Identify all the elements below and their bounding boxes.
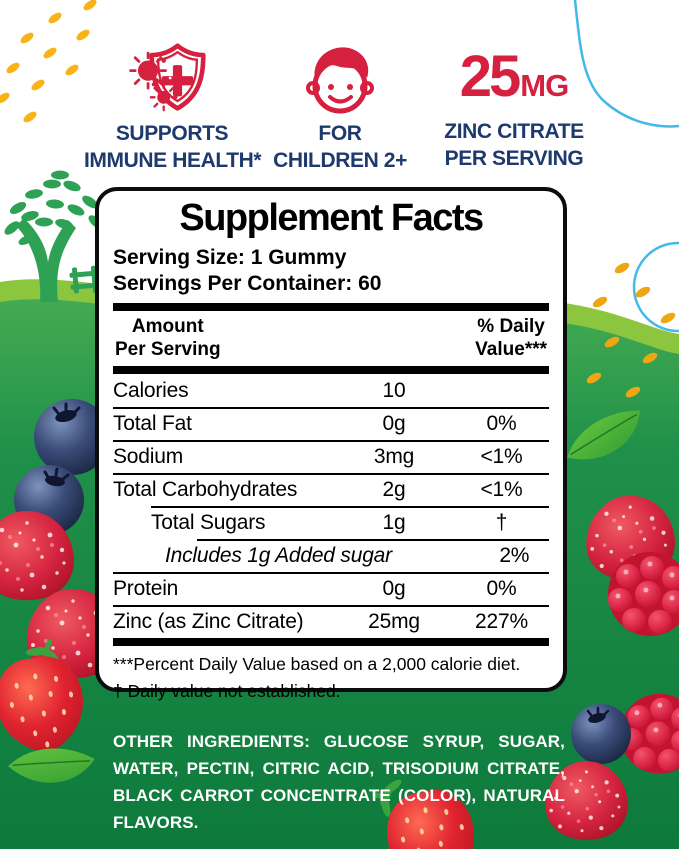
servings-per-container: Servings Per Container: 60 bbox=[113, 272, 382, 296]
nutrient-amount: 1g bbox=[382, 510, 406, 534]
seed-sprinkles-right bbox=[586, 262, 676, 398]
other-ingredients-label: OTHER INGREDIENTS: bbox=[113, 732, 310, 751]
badge-immune-line1: SUPPORTS bbox=[115, 122, 229, 145]
child-face-icon bbox=[268, 38, 412, 118]
nutrient-dv: <1% bbox=[480, 444, 523, 468]
nutrient-row-protein: Protein 0g 0% bbox=[113, 572, 549, 605]
divider-thick bbox=[113, 303, 549, 312]
footnote-dagger: † Daily value not established. bbox=[113, 680, 341, 701]
nutrient-name: Sodium bbox=[113, 444, 184, 468]
table-header: Amount Per Serving % Daily Value*** bbox=[113, 311, 549, 366]
column-daily-value: % Daily Value*** bbox=[475, 316, 547, 361]
nutrient-amount: 0g bbox=[382, 411, 406, 435]
supplement-facts-panel: Supplement Facts Serving Size: 1 Gummy S… bbox=[95, 187, 567, 701]
raspberry bbox=[619, 693, 679, 774]
nutrient-name: Total Sugars bbox=[151, 510, 266, 534]
zinc-dose-value: 25 bbox=[459, 44, 521, 109]
nutrient-amount: 2g bbox=[382, 477, 406, 501]
other-ingredients-text: GLUCOSE SYRUP, SUGAR, WATER, PECTIN, CIT… bbox=[113, 732, 565, 832]
serving-size: Serving Size: 1 Gummy bbox=[113, 245, 347, 269]
nutrient-dv: 2% bbox=[499, 543, 530, 567]
nutrient-row-zinc: Zinc (as Zinc Citrate) 25mg 227% bbox=[113, 605, 549, 638]
nutrient-name: Protein bbox=[113, 576, 179, 600]
column-amount-per-serving: Amount Per Serving bbox=[115, 316, 221, 361]
divider-thick bbox=[113, 366, 549, 375]
nutrient-amount: 0g bbox=[382, 576, 406, 600]
nutrient-dv: 227% bbox=[475, 609, 528, 633]
raspberry bbox=[608, 552, 679, 636]
zinc-dose-unit: MG bbox=[520, 68, 569, 103]
nutrient-name: Calories bbox=[113, 378, 189, 402]
badge-zinc-line1: ZINC CITRATE bbox=[444, 120, 584, 143]
red-gummy bbox=[545, 761, 628, 840]
nutrient-row-added-sugar: Includes 1g Added sugar 2% bbox=[113, 539, 549, 572]
nutrient-name: Total Fat bbox=[113, 411, 192, 435]
nutrient-dv: 0% bbox=[486, 576, 517, 600]
blueberry bbox=[34, 399, 110, 475]
nutrient-name: Zinc (as Zinc Citrate) bbox=[113, 609, 304, 633]
nutrient-name: Total Carbohydrates bbox=[113, 477, 298, 501]
nutrient-row-total-fat: Total Fat 0g 0% bbox=[113, 407, 549, 440]
nutrient-amount: 3mg bbox=[373, 444, 415, 468]
nutrient-row-sodium: Sodium 3mg <1% bbox=[113, 440, 549, 473]
blue-loop bbox=[632, 241, 679, 333]
nutrient-dv: <1% bbox=[480, 477, 523, 501]
other-ingredients: OTHER INGREDIENTS: GLUCOSE SYRUP, SUGAR,… bbox=[113, 729, 565, 836]
nutrient-row-total-carbohydrates: Total Carbohydrates 2g <1% bbox=[113, 473, 549, 506]
nutrient-name: Includes 1g Added sugar bbox=[165, 543, 392, 567]
footnote-daily-value: ***Percent Daily Value based on a 2,000 … bbox=[113, 654, 521, 675]
strawberry bbox=[0, 639, 83, 754]
badge-children-line1: FOR bbox=[318, 122, 362, 145]
nutrient-amount: 25mg bbox=[368, 609, 420, 633]
seed-sprinkles-top-left bbox=[0, 0, 97, 123]
zinc-dose: 25 MG bbox=[430, 38, 598, 116]
nutrient-row-total-sugars: Total Sugars 1g † bbox=[113, 506, 549, 539]
strawberry bbox=[372, 779, 475, 849]
badge-zinc-dose: 25 MG ZINC CITRATE PER SERVING bbox=[430, 38, 598, 170]
red-gummy bbox=[0, 511, 75, 601]
leaf bbox=[567, 410, 640, 460]
nutrient-amount: 10 bbox=[382, 378, 406, 402]
badge-for-children: FOR CHILDREN 2+ bbox=[268, 38, 412, 172]
panel-title: Supplement Facts bbox=[179, 197, 484, 239]
nutrient-dv: 0% bbox=[486, 411, 517, 435]
divider-thick bbox=[113, 638, 549, 647]
badge-immune-health: SUPPORTS IMMUNE HEALTH* bbox=[84, 38, 262, 173]
nutrient-row-calories: Calories 10 bbox=[113, 374, 549, 407]
leaf bbox=[8, 748, 95, 783]
badge-children-line2: CHILDREN 2+ bbox=[273, 149, 407, 173]
badge-zinc-line2: PER SERVING bbox=[444, 147, 584, 171]
nutrient-dv: † bbox=[495, 510, 508, 534]
shield-virus-icon bbox=[84, 38, 260, 118]
strawberry-calyx bbox=[372, 779, 402, 817]
blueberry bbox=[571, 704, 631, 764]
badge-immune-line2: IMMUNE HEALTH* bbox=[84, 149, 262, 173]
blue-squiggle bbox=[573, 0, 679, 128]
tree-illustration bbox=[4, 170, 119, 302]
